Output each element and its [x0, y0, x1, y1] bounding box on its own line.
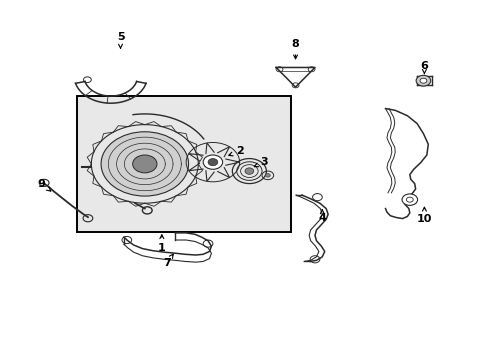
Circle shape [207, 158, 217, 166]
Circle shape [244, 168, 253, 174]
Circle shape [203, 155, 222, 169]
Text: 10: 10 [416, 207, 431, 224]
Text: 1: 1 [158, 235, 165, 253]
Circle shape [401, 194, 417, 205]
Text: 9: 9 [37, 179, 51, 191]
Text: 2: 2 [228, 147, 243, 157]
Text: 3: 3 [254, 157, 267, 167]
Circle shape [101, 132, 188, 196]
Text: 7: 7 [163, 254, 173, 268]
Circle shape [415, 75, 430, 86]
Circle shape [265, 174, 270, 177]
Text: 5: 5 [117, 32, 124, 48]
Circle shape [419, 78, 426, 83]
Text: 6: 6 [420, 61, 427, 74]
Polygon shape [276, 67, 314, 87]
Text: 4: 4 [318, 210, 325, 222]
Text: 8: 8 [291, 39, 299, 59]
Circle shape [132, 155, 157, 173]
Bar [77, 96, 290, 232]
